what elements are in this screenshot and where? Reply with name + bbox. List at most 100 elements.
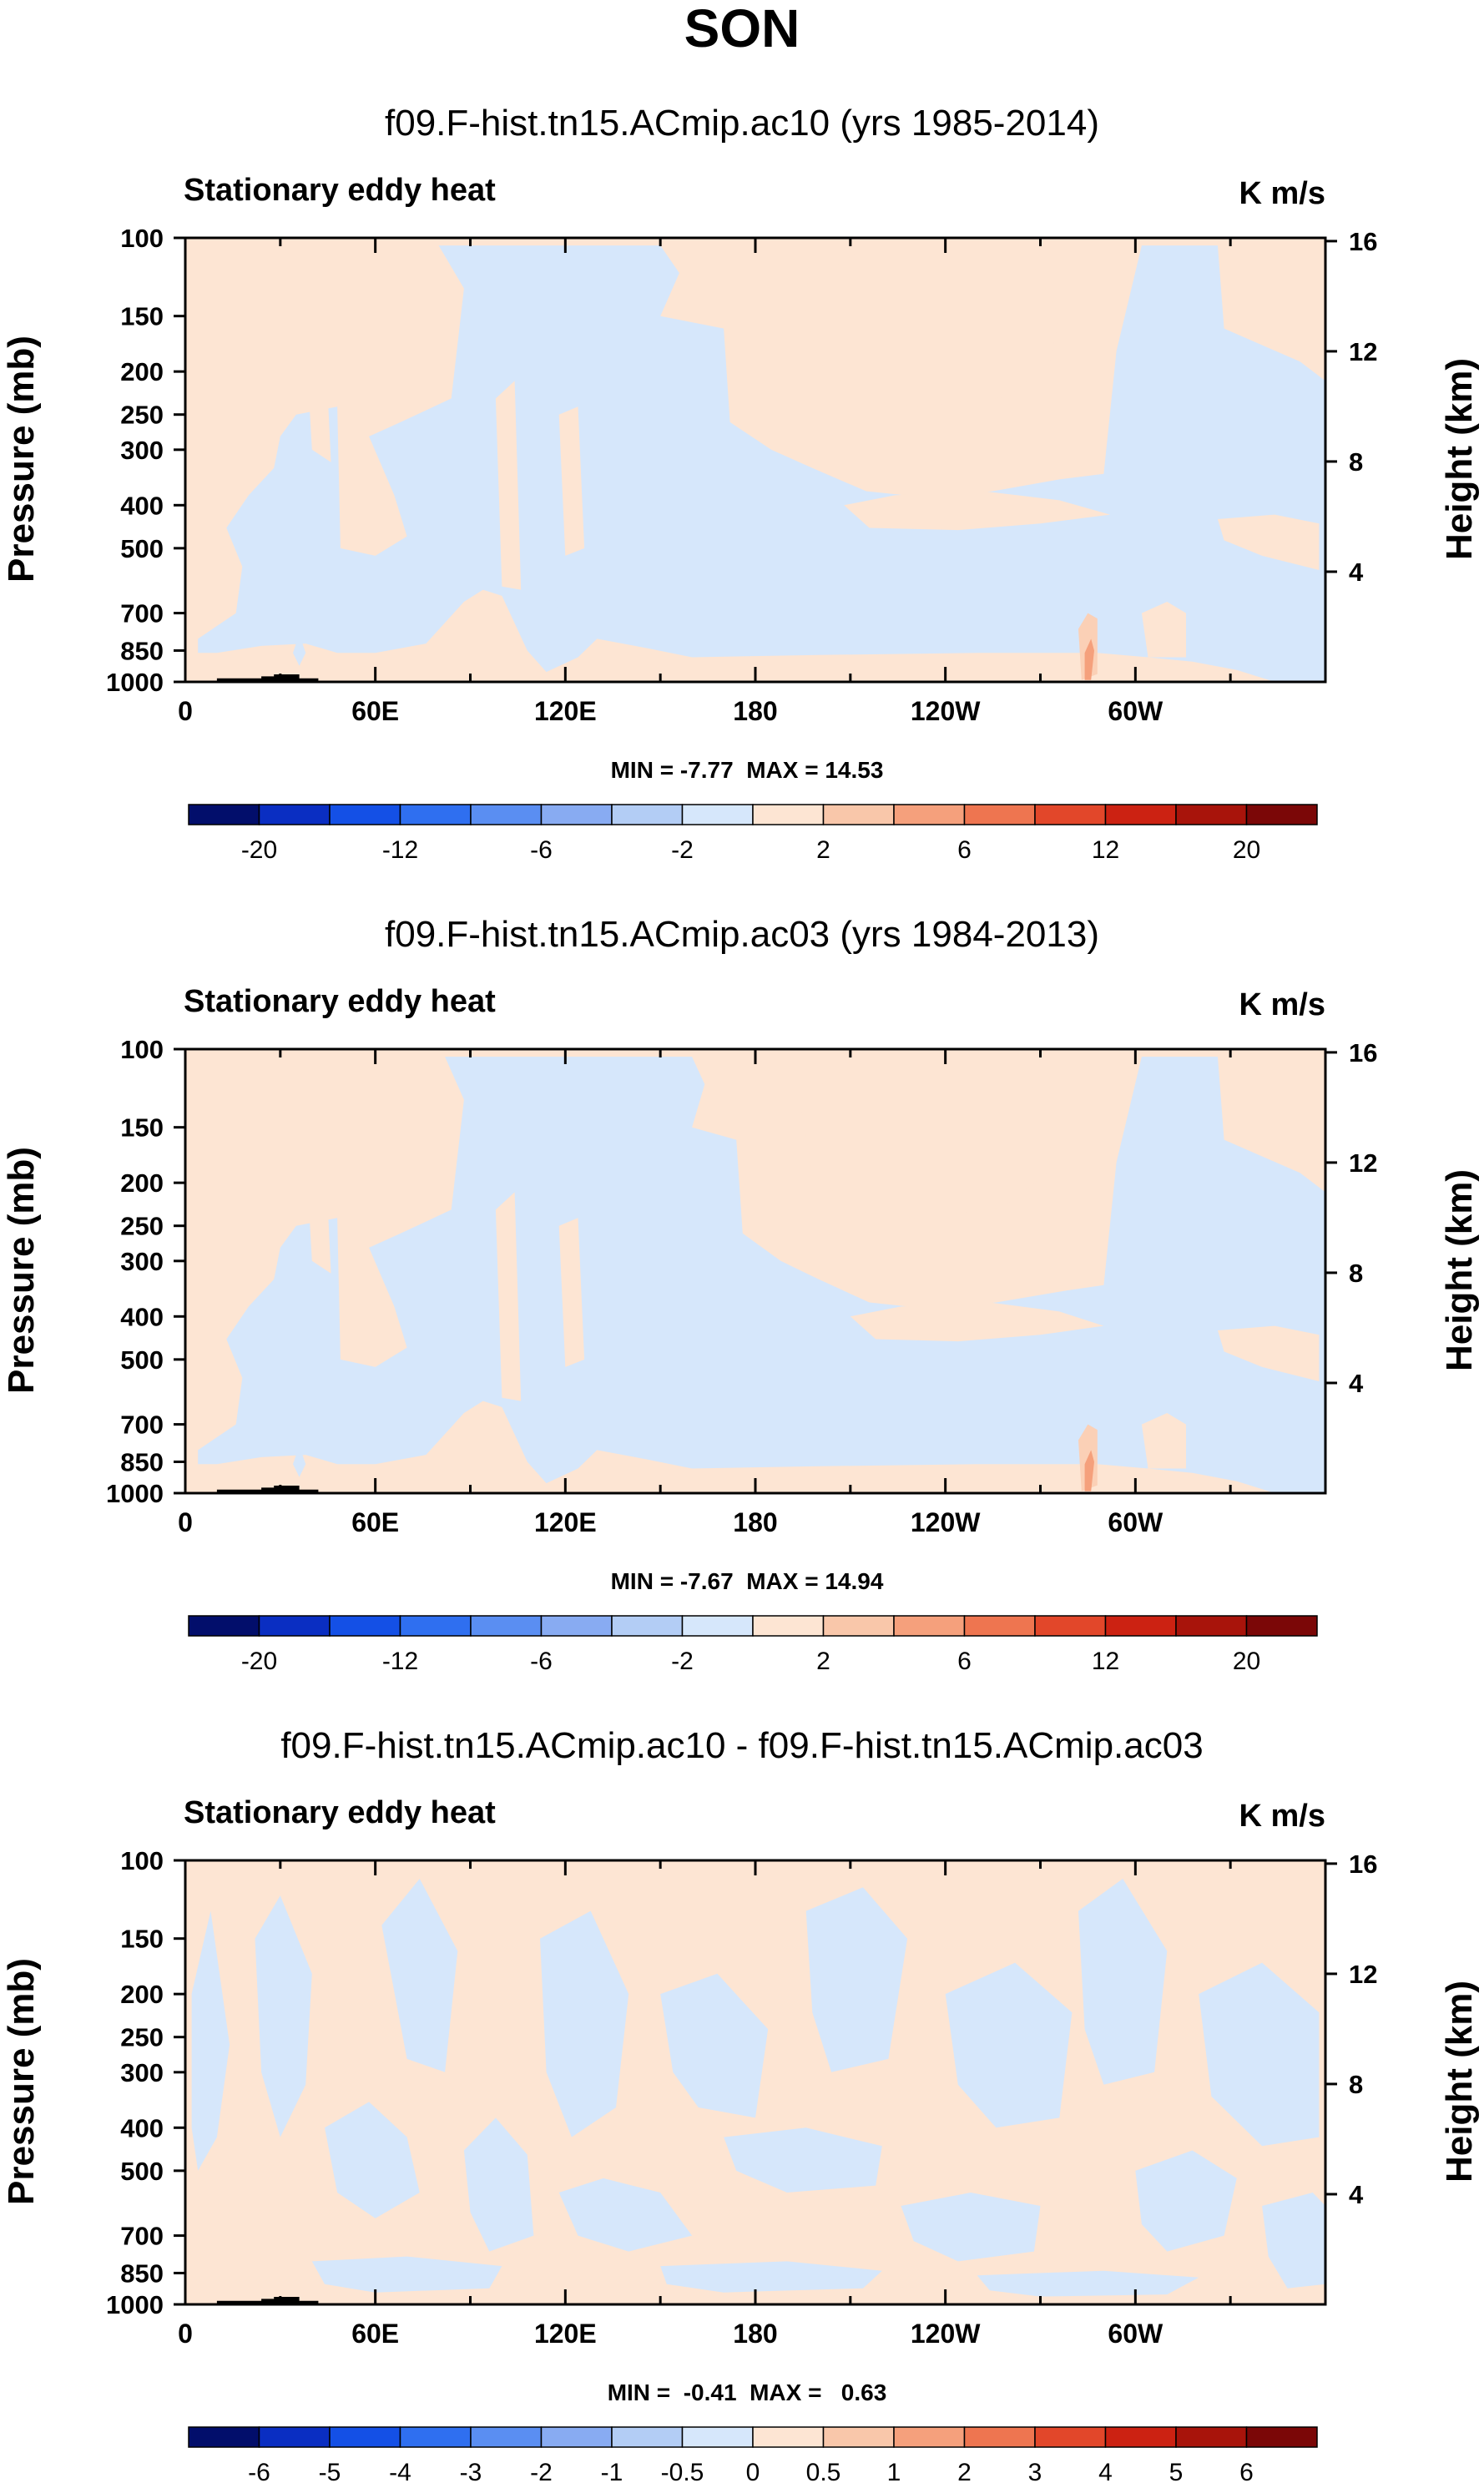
y-tick-label: 200 xyxy=(120,1168,164,1198)
contour-region xyxy=(1084,638,1094,680)
contour-region xyxy=(724,2127,882,2193)
y-tick-label: 300 xyxy=(120,436,164,465)
x-tick-label: 60E xyxy=(351,2319,399,2349)
contour-region xyxy=(305,328,331,462)
colorbar-label: 5 xyxy=(1169,2459,1184,2483)
y-tick-label: 1000 xyxy=(106,1479,164,1508)
contour-region xyxy=(546,1400,559,1441)
panel-3-title: f09.F-hist.tn15.ACmip.ac10 - f09.F-hist.… xyxy=(280,1725,1203,1766)
x-tick-label: 120E xyxy=(534,1507,597,1537)
contour-region xyxy=(844,491,1110,531)
colorbar-swatch xyxy=(611,1615,684,1637)
contour-region xyxy=(1218,1325,1320,1381)
contour-region xyxy=(198,245,1325,682)
panel-2: f09.F-hist.tn15.ACmip.ac03 (yrs 1984-201… xyxy=(1,914,1480,1675)
panel-2-plot: 0 60E 120E 180 120W 60W 100 150 200 250 300 400 500 7… xyxy=(106,1035,1377,1537)
height-tick-label: 16 xyxy=(1349,1038,1377,1067)
colorbar-label: -6 xyxy=(530,836,553,864)
x-tick-label: 60E xyxy=(351,696,399,726)
colorbar-swatch xyxy=(188,804,260,825)
y-tick-label: 850 xyxy=(120,636,164,665)
colorbar-swatch xyxy=(1034,2426,1107,2448)
colorbar-swatch xyxy=(893,1615,966,1637)
colorbar-label: -2 xyxy=(671,1648,694,1675)
x-tick-label: 0 xyxy=(178,696,193,726)
colorbar-swatch xyxy=(399,1615,472,1637)
panel-1-ylabel: Pressure (mb) xyxy=(1,336,42,583)
contour-region xyxy=(540,1910,629,2137)
panel-3-units: K m/s xyxy=(1239,1799,1325,1834)
contour-region xyxy=(1141,602,1186,658)
panel-2-subtitle: Stationary eddy heat xyxy=(184,984,496,1019)
y-tick-label: 250 xyxy=(120,2023,164,2052)
colorbar-swatch xyxy=(1104,1615,1177,1637)
colorbar-swatch xyxy=(893,804,966,825)
panel-2-min-max: MIN = -7.67 MAX = 14.94 xyxy=(611,1568,884,1594)
contour-region xyxy=(558,1218,585,1367)
panel-1-colorbar: -20 -12 -6 -2 2 6 12 20 xyxy=(188,804,1318,864)
colorbar-swatch xyxy=(822,2426,895,2448)
y-tick-label: 850 xyxy=(120,2258,164,2288)
colorbar-swatch xyxy=(258,2426,331,2448)
x-tick-label: 180 xyxy=(733,696,777,726)
height-tick-label: 12 xyxy=(1349,337,1377,366)
contour-region xyxy=(1135,2150,1237,2252)
panel-1-plot: 0 60E 120E 180 120W 60W 100 150 200 250 300 400 500 7… xyxy=(106,224,1377,726)
contour-region xyxy=(311,2256,502,2293)
colorbar-swatch xyxy=(258,804,331,825)
colorbar-label: -12 xyxy=(382,1648,418,1675)
colorbar-swatch xyxy=(329,1615,401,1637)
colorbar-swatch xyxy=(681,804,754,825)
panel-1-title: f09.F-hist.tn15.ACmip.ac10 (yrs 1985-201… xyxy=(385,103,1099,144)
y-tick-label: 850 xyxy=(120,1447,164,1476)
colorbar-swatch xyxy=(1245,1615,1318,1637)
contour-region xyxy=(495,1192,522,1401)
colorbar-label: 2 xyxy=(816,1648,830,1675)
contour-region xyxy=(660,1973,769,2118)
height-tick-label: 4 xyxy=(1349,558,1364,587)
contour-region xyxy=(1218,514,1320,570)
x-tick-label: 60W xyxy=(1108,2319,1163,2349)
x-tick-label: 120W xyxy=(911,2319,981,2349)
contour-region xyxy=(558,2178,693,2252)
colorbar-swatch xyxy=(1175,804,1248,825)
panel-1-units: K m/s xyxy=(1239,176,1325,211)
x-tick-label: 120W xyxy=(911,696,981,726)
colorbar-label: 6 xyxy=(957,836,972,864)
colorbar-label: 2 xyxy=(957,2459,972,2483)
y-tick-label: 700 xyxy=(120,1411,164,1440)
colorbar-swatch xyxy=(1175,2426,1248,2448)
y-tick-label: 200 xyxy=(120,1980,164,2009)
colorbar-label: -6 xyxy=(248,2459,270,2483)
height-tick-label: 16 xyxy=(1349,227,1377,256)
colorbar-swatch xyxy=(1034,1615,1107,1637)
colorbar-swatch xyxy=(752,2426,825,2448)
panel-3-ylabel: Pressure (mb) xyxy=(1,1958,42,2205)
contour-region xyxy=(305,1139,331,1274)
y-tick-label: 500 xyxy=(120,534,164,563)
height-tick-label: 16 xyxy=(1349,1850,1377,1879)
y-tick-label: 100 xyxy=(120,1035,164,1064)
x-tick-label: 60E xyxy=(351,1507,399,1537)
contour-region xyxy=(945,1962,1073,2128)
colorbar-label: -3 xyxy=(460,2459,482,2483)
terrain-mask xyxy=(216,1486,319,1493)
height-tick-label: 8 xyxy=(1349,447,1363,477)
colorbar-swatch xyxy=(1245,804,1318,825)
colorbar-swatch xyxy=(963,2426,1036,2448)
height-tick-label: 8 xyxy=(1349,1259,1363,1288)
x-tick-label: 60W xyxy=(1108,1507,1163,1537)
colorbar-swatch xyxy=(329,2426,401,2448)
contour-field xyxy=(185,238,1325,682)
y-tick-label: 200 xyxy=(120,357,164,386)
y-tick-label: 400 xyxy=(120,2113,164,2142)
panel-3-subtitle: Stationary eddy heat xyxy=(184,1795,496,1830)
x-tick-label: 60W xyxy=(1108,696,1163,726)
colorbar-swatch xyxy=(752,1615,825,1637)
x-tick-label: 0 xyxy=(178,2319,193,2349)
panel-3-plot: 0 60E 120E 180 120W 60W 100 150 200 250 300 400 500 7… xyxy=(106,1846,1377,2349)
colorbar-label: -6 xyxy=(530,1648,553,1675)
colorbar-swatch xyxy=(1104,2426,1177,2448)
contour-region xyxy=(293,633,306,666)
